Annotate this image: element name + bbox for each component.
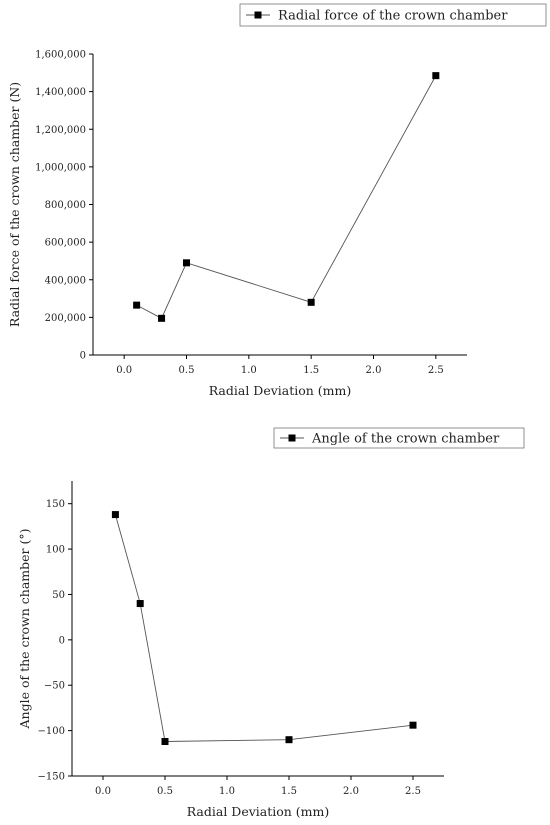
x-axis-title: Radial Deviation (mm) [209,383,352,398]
y-tick-label: 1,000,000 [35,162,86,173]
legend-box [239,3,547,27]
y-tick-label: 100 [46,545,65,556]
x-tick-label: 2.5 [428,365,444,376]
data-point [432,72,440,80]
data-point [136,600,144,608]
x-tick-label: 1.5 [281,786,297,797]
y-tick-label: 0 [59,635,65,646]
x-tick-label: 2.0 [366,365,382,376]
x-tick-label: 0.5 [179,365,195,376]
legend-box [273,427,525,449]
x-tick-label: 0.0 [95,786,111,797]
chart-1: 0.0 0.5 1.0 1.5 2.0 2.5 0 200,000 400,000 600,000… [7,3,547,398]
data-point [183,259,190,267]
x-tick-label: 2.0 [343,786,359,797]
data-point [158,314,166,322]
y-tick-label: 0 [80,351,86,362]
x-tick-label: 0.0 [116,365,132,376]
chart-2: 0.0 0.5 1.0 1.5 2.0 2.5 −150 −100 −50 0 50 100 150 Ra… [17,427,525,819]
data-point [111,511,119,519]
data-point [307,298,315,306]
y-tick-label: 400,000 [45,275,86,286]
x-tick-label: 2.5 [405,786,421,797]
y-tick-label: −150 [38,772,65,783]
x-tick-label: 0.5 [157,786,173,797]
y-axis-title: Radial force of the crown chamber (N) [7,82,22,327]
legend-marker [254,11,262,19]
series-line [136,75,437,319]
x-tick-label: 1.0 [241,365,257,376]
legend: Radial force of the crown chamber [239,3,547,27]
y-axis-title: Angle of the crown chamber (°) [17,529,32,730]
y-tick-label: 150 [46,499,65,510]
x-tick-label: 1.5 [303,365,319,376]
data-point [409,721,417,729]
data-point [161,738,169,746]
series-line [114,514,414,742]
y-tick-label: 1,400,000 [35,87,86,98]
y-tick-label: 1,200,000 [35,125,86,136]
y-tick-label: 600,000 [45,238,86,249]
data-point [133,301,141,309]
y-tick-label: 200,000 [45,313,86,324]
data-point [285,736,293,744]
x-tick-label: 1.0 [219,786,235,797]
y-tick-label: −100 [38,726,65,737]
x-axis-title: Radial Deviation (mm) [187,804,330,819]
y-tick-label: −50 [44,681,65,692]
y-tick-label: 50 [52,590,65,601]
y-tick-label: 800,000 [45,200,86,211]
legend: Angle of the crown chamber [273,427,525,449]
legend-marker [288,434,296,442]
legend-label: Angle of the crown chamber [311,432,500,447]
legend-label: Radial force of the crown chamber [278,9,508,24]
y-tick-label: 1,600,000 [35,50,86,61]
